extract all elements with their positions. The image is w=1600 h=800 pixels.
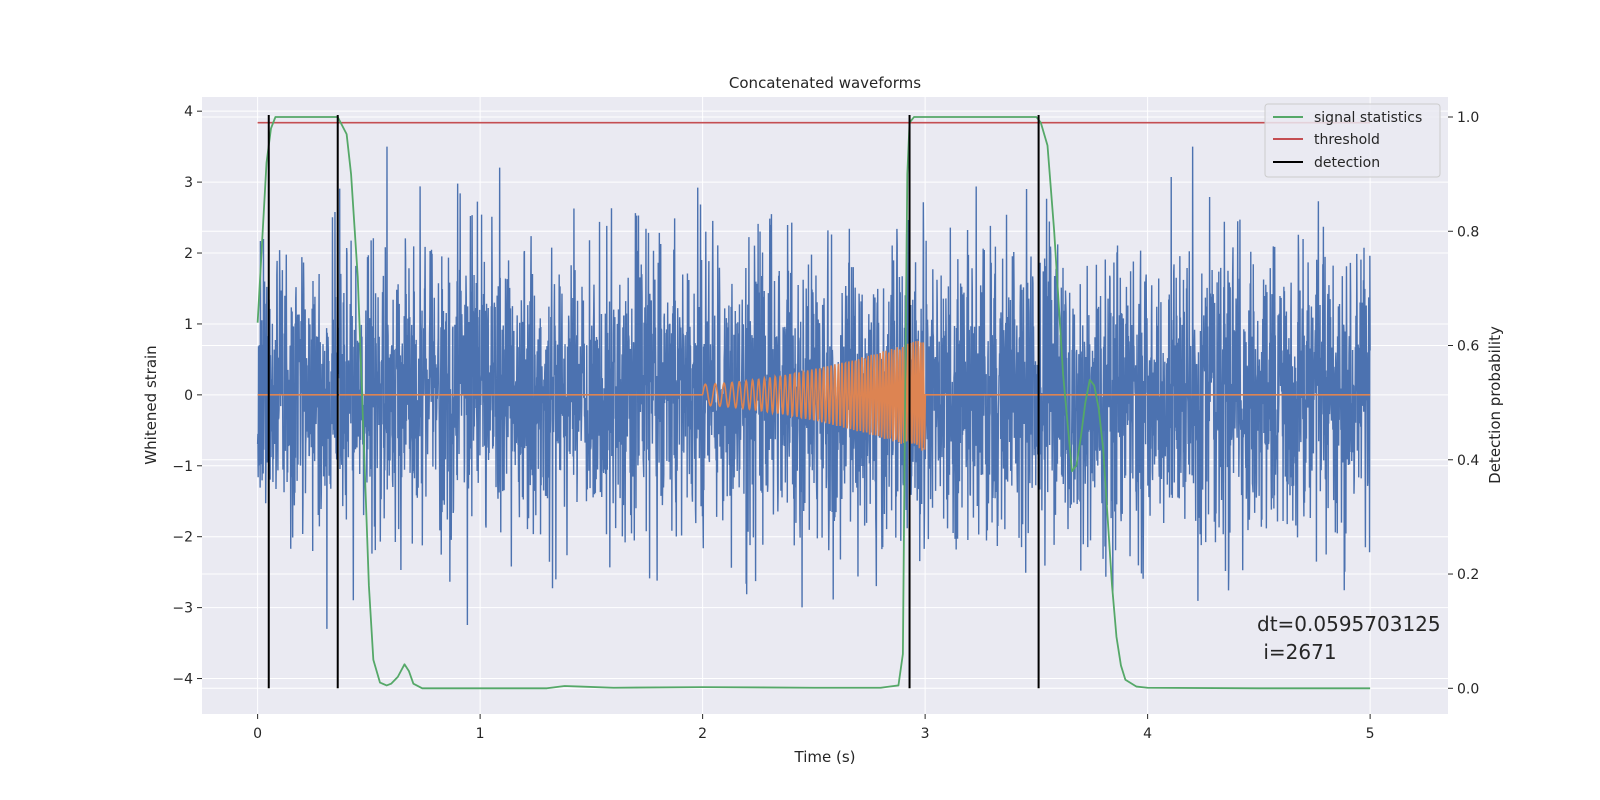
y2-axis-label: Detection probability — [1486, 326, 1504, 484]
y-tick-label: −3 — [172, 601, 193, 617]
x-tick-label: 3 — [921, 726, 930, 742]
signal-statistics-line — [256, 116, 1371, 690]
legend-label-detection: detection — [1314, 155, 1380, 171]
y-tick-label: 4 — [184, 104, 193, 120]
x-tick-label: 0 — [253, 726, 262, 742]
x-tick-label: 5 — [1366, 726, 1375, 742]
legend: signal statistics threshold detection — [1264, 103, 1441, 178]
y-tick-label: 1 — [184, 317, 193, 333]
y2-tick-label: 1.0 — [1457, 110, 1479, 126]
x-tick-label: 2 — [698, 726, 707, 742]
annotation-i: i=2671 — [1257, 640, 1337, 664]
x-axis-label: Time (s) — [794, 748, 856, 766]
y-axis-left: −4 −3 −2 −1 0 1 2 3 4 — [172, 104, 202, 688]
y-tick-label: −4 — [172, 672, 193, 688]
x-axis: 0 1 2 3 4 5 — [253, 714, 1375, 742]
y2-tick-label: 0.0 — [1457, 681, 1479, 697]
x-tick-label: 4 — [1143, 726, 1152, 742]
y2-tick-label: 0.8 — [1457, 224, 1479, 240]
y-tick-label: 2 — [184, 246, 193, 262]
annotation-dt: dt=0.0595703125 — [1257, 612, 1441, 636]
annotation: dt=0.0595703125 i=2671 — [1257, 612, 1441, 664]
y-tick-label: 0 — [184, 388, 193, 404]
legend-label-signal: signal statistics — [1314, 110, 1422, 126]
y-tick-label: −1 — [172, 459, 193, 475]
y2-tick-label: 0.2 — [1457, 567, 1479, 583]
series-layer — [256, 114, 1371, 690]
y-axis-label: Whitened strain — [142, 345, 160, 464]
legend-box — [1264, 103, 1441, 178]
y-tick-label: 3 — [184, 175, 193, 191]
y2-tick-label: 0.6 — [1457, 339, 1479, 355]
x-tick-label: 1 — [476, 726, 485, 742]
legend-label-threshold: threshold — [1314, 132, 1380, 148]
noise-line — [256, 146, 1371, 629]
chart-title: Concatenated waveforms — [729, 74, 921, 92]
y-axis-right: 0.0 0.2 0.4 0.6 0.8 1.0 — [1448, 110, 1479, 697]
injection-line — [257, 340, 1371, 451]
y2-tick-label: 0.4 — [1457, 453, 1479, 469]
y-tick-label: −2 — [172, 530, 193, 546]
